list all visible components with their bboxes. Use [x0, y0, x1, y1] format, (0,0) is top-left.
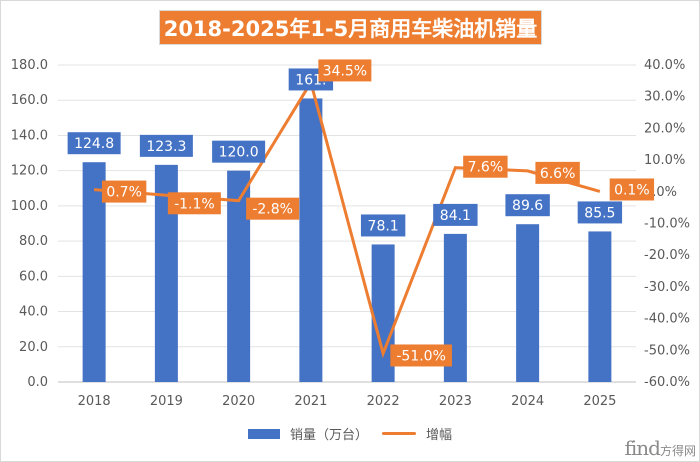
right-tick-label: -10.0% [644, 217, 690, 232]
right-tick-label: 30.0% [644, 90, 685, 105]
bar-data-label-bg [577, 201, 623, 224]
bar-data-label: 89.6 [505, 194, 550, 217]
line-data-label-bg [167, 192, 221, 215]
left-tick-label: 60.0 [19, 269, 48, 284]
bar-data-label-bg [67, 132, 121, 155]
bar-data-label-bg [505, 194, 550, 217]
bar-series [82, 98, 612, 382]
line-data-label: 7.6% [463, 155, 508, 178]
bar-data-label-bg [360, 214, 406, 237]
right-tick-label: -40.0% [644, 312, 690, 327]
bar [371, 244, 395, 382]
right-tick-label: -50.0% [644, 343, 690, 358]
bar-data-label-text: 78.1 [368, 218, 399, 234]
line-data-label: 6.6% [535, 161, 580, 184]
bar-data-label-text: 124.8 [74, 136, 114, 152]
line-data-label: -2.8% [246, 197, 300, 220]
bar [588, 231, 612, 382]
bar-data-label: 85.5 [577, 201, 623, 224]
line-data-label-bg [318, 59, 372, 82]
left-tick-label: 0.0 [27, 375, 48, 390]
legend-bar-swatch [247, 428, 280, 439]
bar-data-label: 120.0 [212, 140, 266, 163]
right-tick-label: -60.0% [644, 375, 690, 390]
line-data-label-bg [101, 180, 147, 203]
legend-line-label: 增幅 [426, 428, 453, 443]
line-data-label-text: -51.0% [396, 348, 446, 364]
bar-data-label-bg [139, 134, 193, 157]
x-tick-label: 2020 [222, 394, 255, 409]
watermark-brand: find [624, 436, 661, 460]
left-tick-label: 100.0 [11, 199, 48, 214]
line-data-label-text: 0.7% [106, 185, 142, 201]
line-data-label: 0.7% [101, 180, 147, 203]
x-tick-label: 2022 [367, 394, 400, 409]
line-data-label-text: -1.1% [174, 196, 215, 212]
x-tick-label: 2023 [439, 394, 472, 409]
right-tick-label: 20.0% [644, 121, 685, 136]
legend-line-swatch [382, 432, 416, 435]
bar-data-label-text: 123.3 [146, 139, 186, 155]
bar-data-label-text: 120.0 [219, 145, 259, 161]
bar-data-label-text: 84.1 [440, 208, 471, 224]
left-tick-label: 80.0 [19, 234, 48, 249]
right-tick-label: -20.0% [644, 248, 690, 263]
right-tick-label: 10.0% [644, 153, 685, 168]
x-axis: 2018 2019 2020 2021 2022 2023 2024 2025 [78, 394, 617, 409]
line-data-label-text: 34.5% [323, 63, 367, 79]
line-data-label-text: 6.6% [540, 166, 576, 182]
right-axis: -60.0%-50.0%-40.0%-30.0%-20.0%-10.0%0.0%… [644, 58, 690, 390]
line-data-label-bg [609, 178, 655, 201]
line-data-label: -1.1% [167, 192, 221, 215]
x-tick-label: 2018 [78, 394, 111, 409]
line-data-label: -51.0% [390, 344, 452, 367]
line-data-label-text: -2.8% [252, 202, 293, 218]
chart-title-box: 2018-2025年1-5月商用车柴油机销量 [159, 10, 542, 45]
bar-data-label: 124.8 [67, 132, 121, 155]
bar-data-label: 78.1 [360, 214, 406, 237]
chart-title: 2018-2025年1-5月商用车柴油机销量 [163, 16, 538, 41]
bar [516, 224, 540, 382]
legend-bar-label: 销量（万台） [289, 428, 368, 443]
left-tick-label: 180.0 [11, 58, 48, 73]
bar-data-label: 84.1 [433, 203, 478, 226]
left-axis: 0.0 20.0 40.0 60.0 80.0 100.0 120.0 140.0 160.0 1… [11, 58, 48, 390]
line-data-label-text: 0.1% [614, 182, 650, 198]
watermark-cn: 方得网 [659, 444, 696, 458]
line-data-label: 0.1% [609, 178, 655, 201]
left-tick-label: 40.0 [19, 305, 48, 320]
watermark-logo: find方得网 [625, 436, 697, 460]
bar-data-label-bg [212, 140, 266, 163]
left-tick-label: 160.0 [11, 93, 48, 108]
x-tick-label: 2025 [583, 394, 616, 409]
bar-data-label: 123.3 [139, 134, 193, 157]
legend: 销量（万台） 增幅 [0, 424, 700, 443]
bar [299, 98, 323, 382]
line-data-label-bg [246, 197, 300, 220]
line-data-label: 34.5% [318, 59, 372, 82]
bar [227, 170, 251, 382]
x-tick-label: 2024 [511, 394, 544, 409]
left-tick-label: 20.0 [19, 340, 48, 355]
bar [154, 164, 178, 382]
left-tick-label: 120.0 [11, 164, 48, 179]
bar-data-label-bg [433, 203, 478, 226]
line-data-label-bg [535, 161, 580, 184]
bar-data-label-text: 89.6 [512, 198, 543, 214]
left-tick-label: 140.0 [11, 128, 48, 143]
x-tick-label: 2019 [150, 394, 183, 409]
line-data-label-bg [463, 155, 508, 178]
right-tick-label: 40.0% [644, 58, 685, 73]
x-tick-label: 2021 [294, 394, 327, 409]
bar [82, 162, 106, 382]
bar-data-label-text: 85.5 [584, 205, 615, 221]
line-data-label-bg [390, 344, 452, 367]
line-data-label-text: 7.6% [468, 160, 504, 176]
right-tick-label: -30.0% [644, 280, 690, 295]
line-data-labels: 0.7% -1.1% -2.8% 34.5% -51.0% 7.6% 6.6% 0.1% [101, 59, 655, 367]
